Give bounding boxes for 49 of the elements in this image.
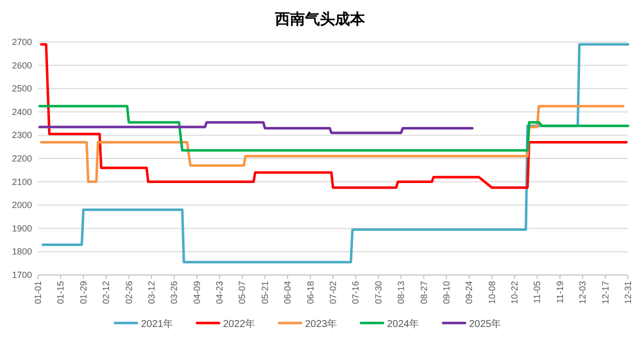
x-tick-label: 07-30 bbox=[373, 281, 384, 304]
x-tick-label: 11-05 bbox=[532, 281, 542, 304]
x-tick-label: 09-10 bbox=[441, 281, 452, 304]
y-tick-label: 2600 bbox=[12, 60, 32, 70]
legend-label: 2025年 bbox=[469, 318, 502, 330]
x-tick-label: 10-08 bbox=[486, 281, 497, 304]
x-tick-label: 07-16 bbox=[350, 281, 361, 304]
line-series bbox=[40, 104, 624, 184]
line-series bbox=[38, 104, 630, 152]
line-series bbox=[42, 43, 630, 264]
line-series bbox=[38, 121, 474, 134]
x-tick-label: 09-24 bbox=[464, 281, 474, 304]
x-tick-label: 02-26 bbox=[124, 281, 134, 304]
x-tick-label: 03-12 bbox=[146, 281, 156, 304]
x-tick-label: 01-29 bbox=[78, 281, 88, 304]
legend-label: 2023年 bbox=[305, 318, 338, 330]
legend-label: 2021年 bbox=[141, 318, 174, 330]
line-series bbox=[40, 43, 628, 189]
x-tick-label: 12-17 bbox=[600, 281, 610, 304]
x-tick-label: 04-23 bbox=[214, 281, 225, 304]
y-tick-label: 2400 bbox=[12, 106, 32, 117]
y-tick-label: 2200 bbox=[12, 154, 32, 164]
y-tick-label: 2700 bbox=[12, 37, 32, 47]
y-tick-label: 2300 bbox=[12, 130, 32, 140]
chart-title: 西南气头成本 bbox=[274, 11, 366, 28]
legend-label: 2022年 bbox=[223, 318, 256, 330]
legend-label: 2024年 bbox=[387, 318, 420, 330]
x-tick-label: 05-21 bbox=[260, 281, 270, 304]
y-tick-label: 2000 bbox=[12, 200, 32, 210]
x-tick-label: 11-19 bbox=[554, 281, 565, 304]
y-tick-label: 1900 bbox=[12, 223, 32, 234]
x-tick-label: 06-04 bbox=[282, 281, 293, 304]
y-tick-label: 1800 bbox=[12, 246, 32, 257]
x-tick-label: 12-31 bbox=[623, 281, 633, 304]
x-tick-label: 08-27 bbox=[418, 281, 429, 304]
x-tick-label: 07-02 bbox=[328, 281, 338, 304]
x-tick-label: 01-15 bbox=[56, 281, 66, 304]
x-tick-label: 05-07 bbox=[237, 281, 248, 304]
x-tick-label: 06-18 bbox=[305, 281, 316, 304]
x-tick-label: 08-13 bbox=[396, 281, 406, 304]
x-tick-label: 12-03 bbox=[578, 281, 588, 304]
x-tick-label: 04-09 bbox=[192, 281, 202, 304]
y-tick-label: 2500 bbox=[12, 84, 32, 94]
y-tick-label: 1700 bbox=[12, 270, 32, 280]
x-tick-label: 01-01 bbox=[33, 281, 43, 304]
x-tick-label: 10-22 bbox=[510, 281, 520, 304]
y-tick-label: 2100 bbox=[12, 176, 32, 187]
x-tick-label: 03-26 bbox=[169, 281, 180, 304]
x-tick-label: 02-12 bbox=[101, 281, 112, 304]
